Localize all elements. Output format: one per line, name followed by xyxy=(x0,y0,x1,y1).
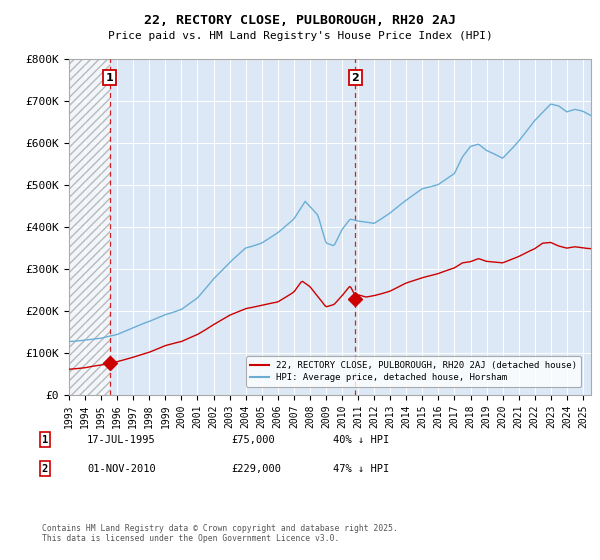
Text: £229,000: £229,000 xyxy=(231,464,281,474)
Text: 01-NOV-2010: 01-NOV-2010 xyxy=(87,464,156,474)
Text: 1: 1 xyxy=(106,73,113,83)
Text: 17-JUL-1995: 17-JUL-1995 xyxy=(87,435,156,445)
Text: Price paid vs. HM Land Registry's House Price Index (HPI): Price paid vs. HM Land Registry's House … xyxy=(107,31,493,41)
Text: 2: 2 xyxy=(352,73,359,83)
Text: 1: 1 xyxy=(42,435,48,445)
Text: 2: 2 xyxy=(42,464,48,474)
Text: 47% ↓ HPI: 47% ↓ HPI xyxy=(333,464,389,474)
Text: Contains HM Land Registry data © Crown copyright and database right 2025.
This d: Contains HM Land Registry data © Crown c… xyxy=(42,524,398,543)
Text: £75,000: £75,000 xyxy=(231,435,275,445)
Text: 40% ↓ HPI: 40% ↓ HPI xyxy=(333,435,389,445)
Text: 22, RECTORY CLOSE, PULBOROUGH, RH20 2AJ: 22, RECTORY CLOSE, PULBOROUGH, RH20 2AJ xyxy=(144,14,456,27)
Legend: 22, RECTORY CLOSE, PULBOROUGH, RH20 2AJ (detached house), HPI: Average price, de: 22, RECTORY CLOSE, PULBOROUGH, RH20 2AJ … xyxy=(246,356,581,387)
